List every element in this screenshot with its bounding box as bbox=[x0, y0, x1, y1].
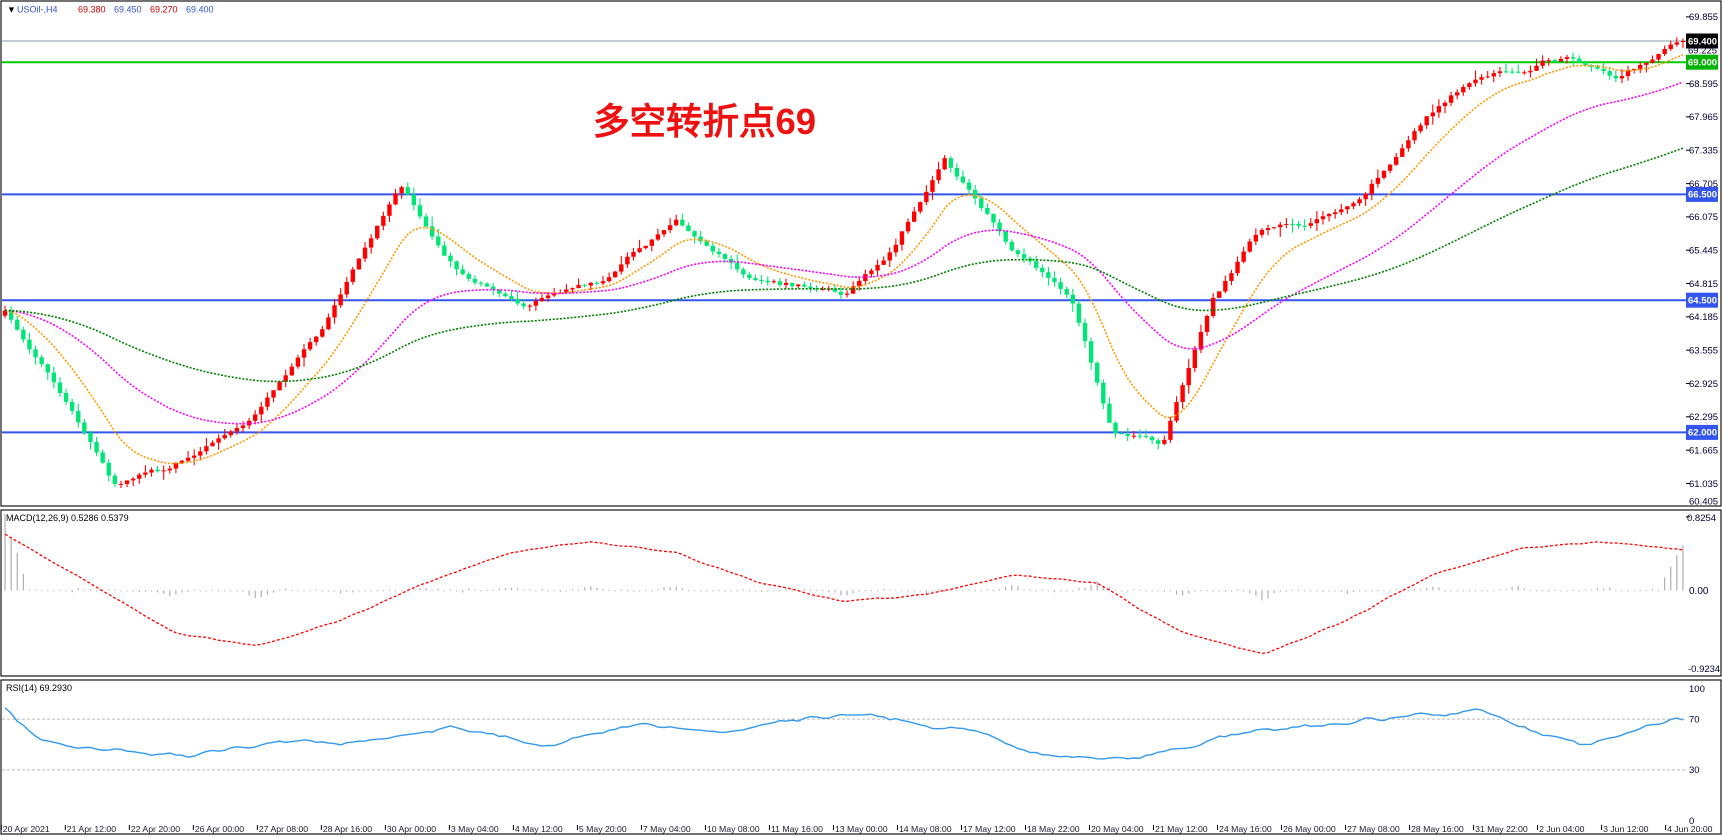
svg-text:18 May 22:00: 18 May 22:00 bbox=[1027, 824, 1080, 834]
svg-text:28 Apr 16:00: 28 Apr 16:00 bbox=[323, 824, 372, 834]
svg-text:2 Jun 04:00: 2 Jun 04:00 bbox=[1539, 824, 1585, 834]
svg-text:68.595: 68.595 bbox=[1689, 79, 1718, 90]
svg-text:69.270: 69.270 bbox=[150, 5, 178, 15]
svg-text:3 Jun 12:00: 3 Jun 12:00 bbox=[1603, 824, 1649, 834]
svg-text:62.925: 62.925 bbox=[1689, 379, 1718, 390]
svg-text:20 Apr 2021: 20 Apr 2021 bbox=[3, 824, 50, 834]
svg-text:27 Apr 08:00: 27 Apr 08:00 bbox=[259, 824, 308, 834]
svg-text:70: 70 bbox=[1689, 714, 1700, 725]
svg-text:30 Apr 00:00: 30 Apr 00:00 bbox=[387, 824, 436, 834]
svg-text:27 May 08:00: 27 May 08:00 bbox=[1347, 824, 1400, 834]
svg-text:21 Apr 12:00: 21 Apr 12:00 bbox=[67, 824, 116, 834]
svg-text:0.8254: 0.8254 bbox=[1687, 513, 1716, 524]
svg-text:64.500: 64.500 bbox=[1688, 296, 1717, 307]
svg-text:63.555: 63.555 bbox=[1689, 346, 1718, 357]
svg-text:11 May 16:00: 11 May 16:00 bbox=[771, 824, 823, 834]
svg-text:26 May 00:00: 26 May 00:00 bbox=[1283, 824, 1336, 834]
svg-text:4 May 12:00: 4 May 12:00 bbox=[515, 824, 563, 834]
svg-text:3 May 04:00: 3 May 04:00 bbox=[451, 824, 499, 834]
svg-text:67.965: 67.965 bbox=[1689, 112, 1718, 123]
svg-text:69.380: 69.380 bbox=[78, 5, 106, 15]
svg-text:13 May 00:00: 13 May 00:00 bbox=[835, 824, 888, 834]
svg-text:4 Jun 20:00: 4 Jun 20:00 bbox=[1667, 824, 1713, 834]
svg-text:28 May 16:00: 28 May 16:00 bbox=[1411, 824, 1464, 834]
svg-text:64.185: 64.185 bbox=[1689, 312, 1718, 323]
svg-text:-0.9234: -0.9234 bbox=[1688, 664, 1720, 675]
svg-text:17 May 12:00: 17 May 12:00 bbox=[963, 824, 1016, 834]
svg-text:66.075: 66.075 bbox=[1689, 212, 1718, 223]
svg-text:24 May 16:00: 24 May 16:00 bbox=[1219, 824, 1272, 834]
svg-text:69.225: 69.225 bbox=[1688, 46, 1717, 57]
svg-text:10 May 08:00: 10 May 08:00 bbox=[707, 824, 760, 834]
svg-text:100: 100 bbox=[1689, 684, 1705, 695]
svg-text:30: 30 bbox=[1689, 765, 1700, 776]
svg-text:22 Apr 20:00: 22 Apr 20:00 bbox=[131, 824, 180, 834]
svg-text:20 May 04:00: 20 May 04:00 bbox=[1091, 824, 1144, 834]
svg-text:65.445: 65.445 bbox=[1689, 246, 1718, 257]
svg-text:69.400: 69.400 bbox=[186, 5, 214, 15]
svg-text:26 Apr 00:00: 26 Apr 00:00 bbox=[195, 824, 244, 834]
svg-text:5 May 20:00: 5 May 20:00 bbox=[579, 824, 627, 834]
svg-text:21 May 12:00: 21 May 12:00 bbox=[1155, 824, 1208, 834]
svg-text:▼: ▼ bbox=[7, 5, 16, 15]
svg-text:7 May 04:00: 7 May 04:00 bbox=[643, 824, 691, 834]
svg-text:RSI(14) 69.2930: RSI(14) 69.2930 bbox=[6, 683, 72, 693]
svg-text:69.000: 69.000 bbox=[1688, 58, 1717, 69]
svg-text:66.500: 66.500 bbox=[1688, 190, 1717, 201]
svg-text:62.295: 62.295 bbox=[1689, 412, 1718, 423]
svg-text:67.335: 67.335 bbox=[1689, 146, 1718, 157]
svg-text:61.035: 61.035 bbox=[1689, 479, 1718, 490]
svg-text:61.665: 61.665 bbox=[1689, 446, 1718, 457]
svg-text:14 May 08:00: 14 May 08:00 bbox=[899, 824, 952, 834]
svg-text:64.815: 64.815 bbox=[1689, 279, 1718, 290]
svg-text:69.450: 69.450 bbox=[114, 5, 142, 15]
svg-text:多空转折点69: 多空转折点69 bbox=[593, 101, 816, 142]
svg-text:MACD(12,26,9) 0.5286 0.5379: MACD(12,26,9) 0.5286 0.5379 bbox=[6, 513, 129, 523]
svg-text:0.00: 0.00 bbox=[1689, 586, 1709, 597]
svg-text:USOil-,H4: USOil-,H4 bbox=[17, 5, 58, 15]
svg-text:69.855: 69.855 bbox=[1689, 12, 1718, 23]
svg-text:31 May 22:00: 31 May 22:00 bbox=[1475, 824, 1528, 834]
svg-text:60.405: 60.405 bbox=[1689, 497, 1718, 508]
svg-text:62.000: 62.000 bbox=[1688, 428, 1717, 439]
